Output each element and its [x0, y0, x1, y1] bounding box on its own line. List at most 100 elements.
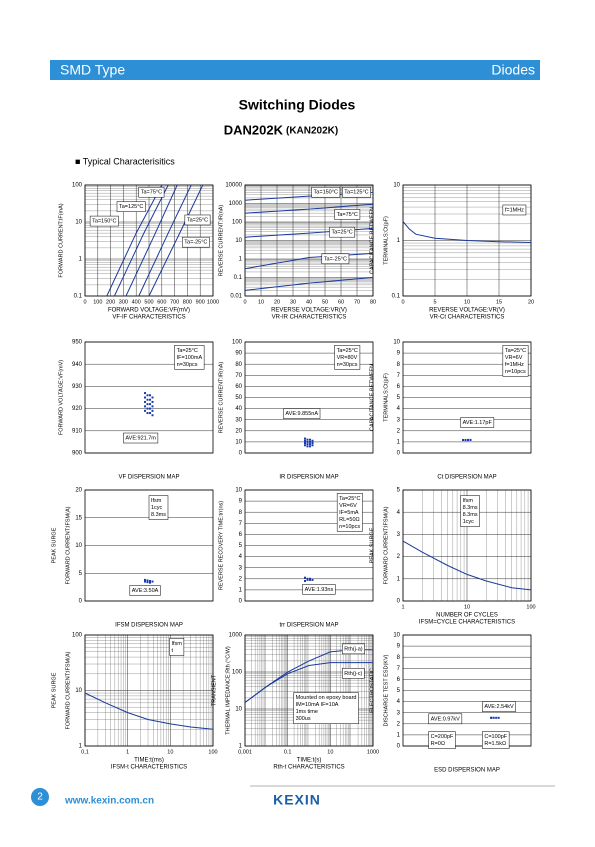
- y-tick-label: 7: [397, 373, 401, 379]
- data-point: [151, 580, 154, 583]
- annotation-text: 1cyc: [463, 519, 475, 525]
- annotation-text: n=10pcs: [505, 369, 526, 375]
- annotation-text: Ta=75°C: [141, 190, 162, 196]
- y-axis-label: FORWARD CURRENT:IF(mA): [58, 203, 64, 277]
- y-tick-label: 9: [397, 351, 401, 357]
- y-tick-label: 8: [397, 655, 401, 661]
- annotation-text: VR=6V: [505, 355, 523, 361]
- data-point: [146, 579, 149, 582]
- y-tick-label: 2: [397, 428, 401, 434]
- data-point: [311, 578, 314, 581]
- data-point: [311, 444, 314, 447]
- y-axis-label: DISCHARGE TEST ESD(KV): [383, 654, 389, 726]
- y-tick-label: 1: [397, 732, 401, 738]
- y-tick-label: 9: [239, 499, 243, 505]
- x-axis-label: REVERSE VOLTAGE:VR(V): [429, 308, 505, 314]
- x-tick-label: 30: [290, 299, 296, 305]
- y-tick-label: 6: [397, 677, 401, 683]
- data-point: [304, 580, 306, 583]
- y-tick-label: 5: [79, 571, 83, 577]
- x-tick-label: 60: [338, 299, 344, 305]
- annotation-text: n=10pcs: [339, 524, 360, 530]
- annotation-text: R=0Ω: [431, 741, 445, 747]
- annotation-box: [482, 731, 510, 749]
- y-axis-label: FORWARD VOLTAGE:VF(mV): [58, 360, 64, 435]
- annotation-box: [482, 701, 516, 712]
- data-point: [149, 398, 151, 401]
- annotation-text: IF=100mA: [177, 355, 203, 361]
- section-title: ■ Typical Characterisitics: [75, 156, 175, 166]
- data-point: [309, 440, 311, 443]
- annotation-box: [148, 495, 169, 520]
- y-tick-label: 20: [75, 488, 82, 494]
- y-tick-label: 0: [397, 744, 401, 750]
- y-tick-label: 5: [397, 488, 401, 494]
- annotation-box: [334, 345, 361, 370]
- data-point: [462, 439, 464, 442]
- annotation-text: R=1.5kΩ: [484, 741, 506, 747]
- caption: IFSM DISPERSION MAP: [115, 623, 183, 629]
- y-axis-label: PEAK SURGE: [51, 527, 57, 563]
- annotation-box: [138, 186, 165, 198]
- y-tick-label: 1: [397, 576, 401, 582]
- annotation-box: [169, 638, 185, 656]
- caption: VF-IF CHARACTERISTICS: [112, 315, 185, 321]
- part-number: DAN202K: [224, 122, 284, 137]
- x-tick-label: 10: [258, 299, 264, 305]
- y-tick-label: 900: [72, 451, 83, 457]
- annotation-text: AVE:1.93ns: [305, 587, 334, 593]
- data-point: [306, 438, 309, 441]
- curve: [125, 184, 178, 297]
- y-tick-label: 100: [232, 340, 243, 346]
- curve: [402, 221, 532, 243]
- y-axis-label: TERMINALS:Ct(pF): [383, 216, 389, 265]
- x-tick-label: 50: [322, 299, 328, 305]
- y-axis-label: PEAK SURGE: [369, 527, 375, 563]
- annotation-box: [182, 236, 210, 248]
- annotation-text: Ifsm: [151, 498, 162, 504]
- annotation-box: [174, 345, 205, 370]
- y-tick-label: 920: [72, 406, 83, 412]
- part-alt: (KAN202K): [286, 126, 338, 137]
- y-tick-label: 40: [235, 406, 242, 412]
- annotation-box: [321, 253, 350, 265]
- annotation-text: IF=5mA: [339, 510, 359, 516]
- caption: VF DISPERSION MAP: [118, 475, 179, 481]
- y-tick-label: 5: [397, 395, 401, 401]
- curve: [244, 662, 373, 703]
- annotation-box: [116, 201, 146, 212]
- data-point: [146, 412, 149, 415]
- x-tick-label: 1: [126, 749, 129, 755]
- x-tick-label: 70: [354, 299, 360, 305]
- y-tick-label: 90: [235, 351, 242, 357]
- y-tick-label: 1: [239, 587, 243, 593]
- y-tick-label: 10000: [225, 183, 242, 189]
- data-point: [304, 437, 306, 440]
- annotation-text: Ifsm: [463, 498, 474, 504]
- annotation-box: [342, 668, 365, 679]
- plot-frame: [244, 341, 374, 454]
- y-tick-label: 0.1: [74, 294, 83, 300]
- y-tick-label: 100: [232, 220, 243, 226]
- annotation-text: Ta=150°C: [314, 190, 338, 196]
- data-point: [149, 394, 151, 397]
- annotation-box: [336, 493, 363, 532]
- annotation-text: Ta=25°C: [187, 217, 208, 223]
- annotation-text: Ta=125°C: [344, 190, 368, 196]
- header-bar: [50, 60, 540, 80]
- annotation-text: Mounted on epoxy board: [296, 695, 357, 701]
- x-tick-label: 100: [208, 749, 217, 755]
- data-point: [151, 409, 154, 412]
- y-tick-label: 4: [397, 406, 401, 412]
- data-point: [144, 392, 146, 395]
- data-point: [306, 443, 309, 446]
- annotation-box: [502, 204, 527, 216]
- x-tick-label: 600: [157, 299, 166, 305]
- annotation-text: 8.3ms: [151, 512, 166, 518]
- data-point: [146, 581, 149, 584]
- annotation-text: RL=50Ω: [339, 517, 359, 523]
- y-tick-label: 5: [397, 688, 401, 694]
- annotation-box: [502, 345, 529, 377]
- annotation-text: C=100pF: [484, 734, 507, 740]
- data-point: [306, 577, 309, 580]
